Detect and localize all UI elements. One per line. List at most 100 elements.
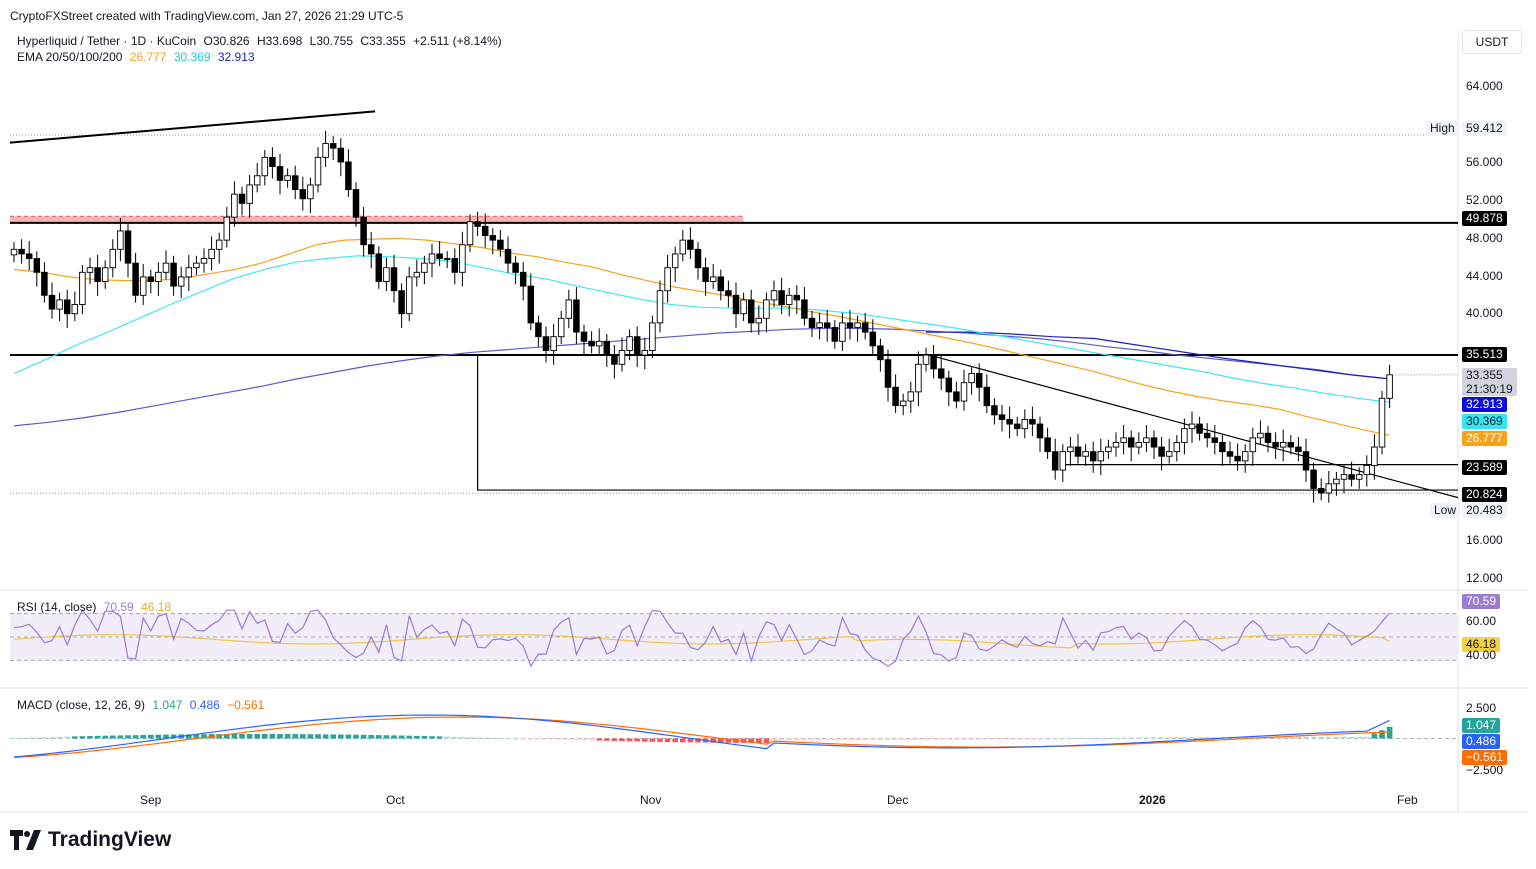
candle-body bbox=[679, 239, 687, 255]
tradingview-logo[interactable]: TradingView bbox=[10, 828, 171, 852]
macd-histogram-bar bbox=[246, 733, 253, 739]
macd-histogram-bar bbox=[930, 738, 937, 740]
macd-histogram-bar bbox=[1120, 737, 1127, 739]
macd-histogram-bar bbox=[900, 738, 906, 740]
candle-body bbox=[18, 248, 25, 255]
candle-body bbox=[474, 221, 481, 227]
candle-body bbox=[694, 248, 702, 269]
candle-body bbox=[504, 248, 512, 264]
macd-histogram-bar bbox=[794, 738, 800, 741]
macd-histogram-bar bbox=[611, 738, 618, 741]
candle-body bbox=[451, 258, 459, 273]
candle-body bbox=[1317, 487, 1325, 494]
macd-histogram-bar bbox=[117, 735, 124, 739]
candle-body bbox=[1135, 442, 1143, 448]
macd-histogram-bar bbox=[467, 737, 473, 739]
macd-histogram-bar bbox=[581, 738, 587, 741]
candle-body bbox=[527, 285, 535, 324]
candle-body bbox=[831, 327, 839, 342]
candle-body bbox=[945, 377, 953, 393]
candle-body bbox=[405, 276, 413, 315]
price-tick: 44.000 bbox=[1466, 269, 1503, 283]
macd-histogram-bar bbox=[832, 738, 838, 741]
candle-body bbox=[284, 175, 291, 181]
candle-body bbox=[1219, 442, 1226, 453]
ema-legend[interactable]: EMA 20/50/100/200 26.777 30.369 32.913 bbox=[17, 50, 259, 64]
candle-body bbox=[1082, 451, 1089, 457]
candle-body bbox=[641, 350, 649, 356]
macd-histogram-bar bbox=[1189, 737, 1195, 739]
candle-body bbox=[1059, 451, 1067, 471]
candle-body bbox=[823, 322, 831, 328]
price-tick: 12.000 bbox=[1466, 571, 1503, 585]
candle-body bbox=[428, 253, 436, 264]
macd-histogram-bar bbox=[695, 738, 701, 743]
candle-body bbox=[1150, 437, 1158, 448]
macd-histogram-bar bbox=[938, 738, 944, 740]
support-20-tag: 20.824 bbox=[1462, 487, 1507, 502]
candle-body bbox=[1067, 446, 1074, 453]
candle-body bbox=[1006, 419, 1013, 425]
supply-zone bbox=[10, 216, 744, 223]
macd-histogram-bar bbox=[102, 735, 108, 739]
macd-histogram-bar bbox=[1128, 737, 1134, 739]
macd-histogram-bar bbox=[140, 734, 146, 739]
rsi-legend[interactable]: RSI (14, close) 70.59 46.18 bbox=[17, 600, 175, 614]
macd-histogram-bar bbox=[961, 738, 967, 740]
candle-body bbox=[611, 354, 618, 365]
ohlc-low: L30.755 bbox=[309, 34, 354, 48]
candle-body bbox=[899, 400, 907, 407]
candle-body bbox=[1112, 442, 1120, 448]
ohlc-open: O30.826 bbox=[203, 34, 250, 48]
candle-body bbox=[33, 258, 41, 273]
macd-histogram-bar bbox=[748, 738, 754, 743]
macd-histogram-bar bbox=[429, 736, 435, 739]
candle-body bbox=[459, 244, 466, 273]
macd-histogram-bar bbox=[824, 738, 830, 741]
candle-body bbox=[117, 230, 124, 250]
candle-body bbox=[603, 340, 611, 356]
price-tick: 56.000 bbox=[1466, 155, 1503, 169]
rsi-line bbox=[13, 609, 1391, 668]
candle-body bbox=[1226, 451, 1234, 457]
candle-body bbox=[436, 253, 443, 259]
candle-body bbox=[276, 166, 284, 181]
macd-hist-value: 1.047 bbox=[152, 698, 183, 712]
macd-legend[interactable]: MACD (close, 12, 26, 9) 1.047 0.486 −0.5… bbox=[17, 698, 268, 712]
candle-body bbox=[162, 262, 170, 273]
macd-histogram-bar bbox=[391, 735, 397, 739]
candle-body bbox=[1089, 451, 1097, 462]
candle-body bbox=[725, 290, 732, 296]
macd-histogram-bar bbox=[49, 736, 55, 739]
macd-histogram-bar bbox=[634, 738, 640, 742]
candle-body bbox=[633, 336, 641, 356]
macd-histogram-bar bbox=[269, 733, 276, 739]
last-price-value: 33.355 bbox=[1466, 368, 1503, 382]
candle-body bbox=[413, 271, 421, 278]
price-tick: 52.000 bbox=[1466, 193, 1503, 207]
macd-histogram-bar bbox=[946, 738, 952, 740]
candle-body bbox=[48, 294, 56, 310]
macd-histogram-bar bbox=[923, 738, 929, 740]
macd-histogram-bar bbox=[1067, 738, 1074, 740]
macd-histogram-bar bbox=[543, 738, 549, 740]
macd-histogram-bar bbox=[778, 738, 785, 741]
candle-body bbox=[1105, 446, 1112, 453]
price-tick: 64.000 bbox=[1466, 79, 1503, 93]
candle-body bbox=[1371, 446, 1378, 466]
candle-body bbox=[740, 299, 747, 315]
candle-body bbox=[1051, 451, 1059, 471]
currency-selector[interactable]: USDT bbox=[1462, 30, 1522, 54]
symbol-name[interactable]: Hyperliquid / Tether · 1D · KuCoin bbox=[17, 34, 197, 48]
macd-histogram-bar bbox=[968, 738, 975, 740]
macd-histogram-bar bbox=[490, 737, 496, 739]
candle-body bbox=[489, 235, 497, 241]
macd-histogram-bar bbox=[1014, 738, 1020, 740]
candle-body bbox=[755, 317, 763, 324]
candle-body bbox=[687, 239, 694, 250]
candle-body bbox=[1120, 437, 1127, 443]
ema200-line bbox=[13, 327, 1390, 427]
macd-histogram-bar bbox=[915, 738, 922, 740]
macd-histogram-bar bbox=[1242, 736, 1248, 739]
